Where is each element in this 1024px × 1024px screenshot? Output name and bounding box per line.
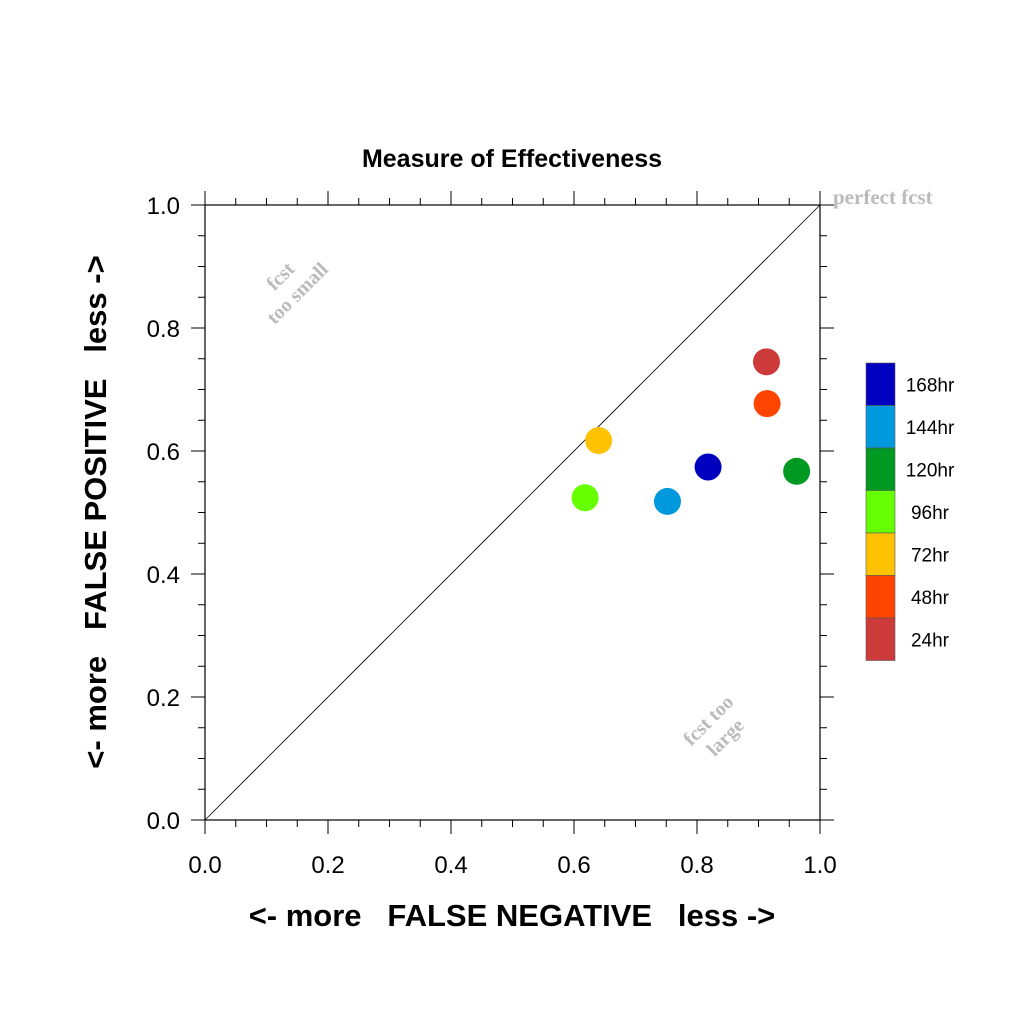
x-tick-label: 0.0	[188, 852, 221, 879]
point-144hr	[653, 487, 681, 515]
legend-label-96hr: 96hr	[911, 503, 950, 524]
x-axis-label: <- more FALSE NEGATIVE less ->	[249, 898, 776, 933]
x-tick-label: 0.6	[557, 852, 590, 879]
legend-swatch-144hr	[865, 405, 896, 449]
legend-label-48hr: 48hr	[911, 588, 950, 609]
data-points	[571, 348, 811, 515]
legend-label-72hr: 72hr	[911, 545, 950, 566]
point-72hr	[585, 427, 613, 455]
legend-label-168hr: 168hr	[906, 375, 955, 396]
x-tick-label: 1.0	[803, 852, 836, 879]
y-axis-label: <- more FALSE POSITIVE less ->	[78, 255, 113, 768]
legend-label-24hr: 24hr	[911, 630, 950, 651]
y-tick-labels: 0.0 0.2 0.4 0.6 0.8 1.0	[147, 193, 180, 835]
x-tick-labels: 0.0 0.2 0.4 0.6 0.8 1.0	[188, 852, 836, 879]
point-96hr	[571, 484, 599, 512]
point-120hr	[783, 457, 811, 485]
legend-swatch-24hr	[865, 617, 896, 661]
axis-ticks	[191, 191, 834, 834]
too-large-annotation: fcst too large	[679, 691, 749, 761]
legend-label-120hr: 120hr	[906, 460, 955, 481]
legend-swatch-120hr	[865, 447, 896, 491]
y-tick-label: 0.6	[147, 439, 180, 466]
legend-swatch-48hr	[865, 575, 896, 619]
legend-swatch-168hr	[865, 362, 896, 406]
too-small-annotation: fcst too small	[262, 258, 333, 329]
legend-label-144hr: 144hr	[906, 418, 955, 439]
y-tick-label: 1.0	[147, 193, 180, 220]
chart-title: Measure of Effectiveness	[362, 145, 662, 173]
point-48hr	[753, 390, 781, 418]
diagonal-line	[204, 204, 821, 821]
x-tick-label: 0.4	[434, 852, 467, 879]
y-tick-label: 0.8	[147, 316, 180, 343]
x-tick-label: 0.2	[311, 852, 344, 879]
point-24hr	[752, 348, 780, 376]
y-tick-label: 0.2	[147, 685, 180, 712]
x-tick-label: 0.8	[680, 852, 713, 879]
plot-area: 0.0 0.2 0.4 0.6 0.8 1.0 0.0 0.2 0.4 0.6 0.8 1.0	[147, 191, 837, 879]
perfect-fcst-label: perfect fcst	[833, 185, 933, 209]
point-168hr	[694, 453, 722, 481]
legend-swatch-96hr	[865, 490, 896, 534]
y-tick-label: 0.4	[147, 562, 180, 589]
y-tick-label: 0.0	[147, 808, 180, 835]
legend-swatch-72hr	[865, 532, 896, 576]
legend: 168hr 144hr 120hr 96hr 72hr 48hr 24hr	[865, 362, 955, 661]
